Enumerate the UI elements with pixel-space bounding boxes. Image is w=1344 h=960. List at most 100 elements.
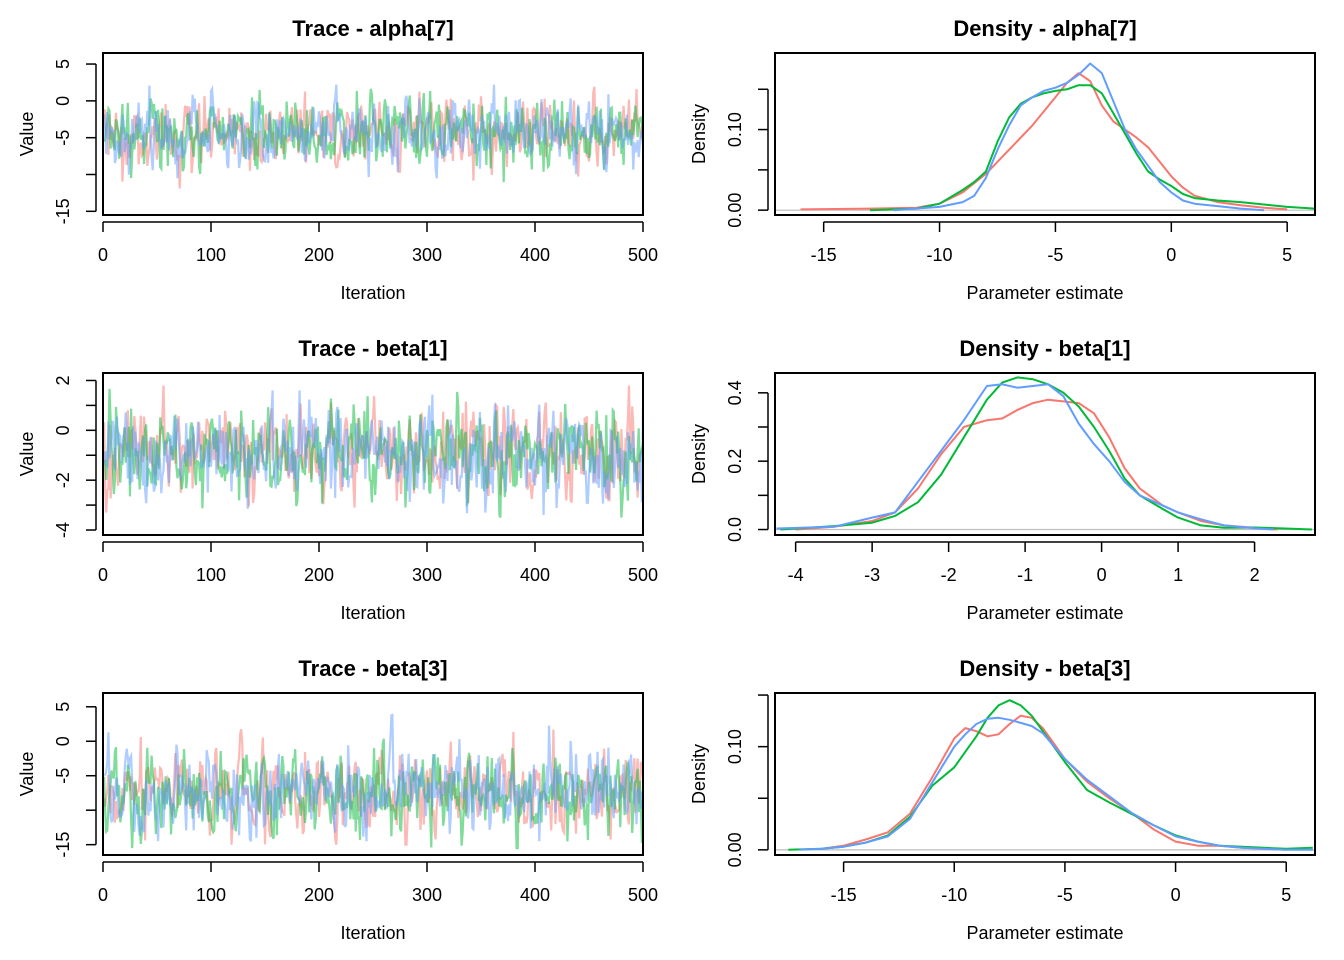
x-axis: -15 -10 -5 0 5 (811, 221, 1292, 265)
plot-frame (102, 372, 644, 536)
x-tick-label: -10 (927, 245, 953, 265)
x-axis-label: Parameter estimate (966, 923, 1123, 943)
x-tick-label: 300 (412, 885, 442, 905)
plot-frame (774, 372, 1316, 536)
x-tick-label: -4 (788, 565, 804, 585)
x-tick-label: 100 (196, 885, 226, 905)
panel-trace-beta1: Trace - beta[1] 0 100 200 300 400 500 Iteration… (17, 336, 658, 623)
x-tick-label: 200 (304, 565, 334, 585)
panel-density-alpha7: Density - alpha[7] -15 -10 -5 0 5 Parameter es… (689, 16, 1316, 303)
panel-title: Density - beta[3] (959, 656, 1130, 681)
y-axis: 5 0 -5 -15 (53, 702, 97, 858)
x-tick-label: 0 (98, 885, 108, 905)
x-axis-label: Iteration (340, 283, 405, 303)
x-tick-label: 100 (196, 565, 226, 585)
density-line-chain-2 (869, 84, 1315, 212)
y-tick-label: 5 (53, 702, 73, 712)
panel-trace-beta3: Trace - beta[3] 0 100 200 300 400 500 Iteration… (17, 656, 658, 943)
plot-frame (102, 52, 644, 216)
y-tick-label: 2 (53, 375, 73, 385)
x-axis: 0 100 200 300 400 500 (98, 541, 658, 585)
y-tick-label: 0 (53, 425, 73, 435)
panel-title: Trace - alpha[7] (292, 16, 453, 41)
plot-frame (102, 692, 644, 856)
x-tick-label: 1 (1173, 565, 1183, 585)
x-tick-label: 5 (1282, 245, 1292, 265)
y-tick-label: 0.00 (725, 832, 745, 867)
x-tick-label: 400 (520, 565, 550, 585)
x-tick-label: 100 (196, 245, 226, 265)
x-tick-label: 400 (520, 245, 550, 265)
x-axis: 0 100 200 300 400 500 (98, 221, 658, 265)
x-axis-label: Parameter estimate (966, 603, 1123, 623)
x-tick-label: -15 (811, 245, 837, 265)
plot-area (775, 699, 1315, 851)
x-tick-label: 0 (1166, 245, 1176, 265)
y-axis: 5 0 -5 -15 (53, 59, 97, 224)
x-axis: -4 -3 -2 -1 0 1 2 (788, 541, 1260, 585)
y-axis-label: Density (689, 744, 709, 804)
y-tick-label: -2 (53, 472, 73, 488)
x-tick-label: 400 (520, 885, 550, 905)
density-line-chain-3 (776, 383, 1274, 531)
y-tick-label: 0.00 (725, 193, 745, 228)
y-axis: 2 0 -2 -4 (53, 375, 97, 538)
y-tick-label: -15 (53, 832, 73, 858)
plot-area (775, 62, 1315, 212)
x-tick-label: 0 (98, 565, 108, 585)
panels-layer: Trace - alpha[7]0 100 200 300 400 500Iteratio… (17, 16, 1316, 943)
density-line-chain-1 (821, 714, 1287, 851)
x-axis-label: Iteration (340, 923, 405, 943)
trace-line-chain-2 (103, 738, 643, 850)
density-line-chain-2 (780, 376, 1312, 531)
y-tick-label: -4 (53, 522, 73, 538)
x-tick-label: 5 (1281, 885, 1291, 905)
density-line-chain-1 (800, 72, 1288, 211)
y-tick-label: -5 (53, 130, 73, 146)
plot-frame (774, 692, 1316, 856)
x-tick-label: 300 (412, 245, 442, 265)
y-tick-label: 0.2 (725, 449, 745, 474)
y-tick-label: 0.10 (725, 729, 745, 764)
x-tick-label: -2 (941, 565, 957, 585)
x-tick-label: -10 (941, 885, 967, 905)
y-axis-label: Value (17, 752, 37, 797)
x-tick-label: 0 (98, 245, 108, 265)
x-tick-label: 500 (628, 245, 658, 265)
x-tick-label: -15 (831, 885, 857, 905)
panel-density-beta3: Density - beta[3] -15 -10 -5 0 5 Parameter est… (689, 656, 1316, 943)
x-axis-label: Parameter estimate (966, 283, 1123, 303)
panel-density-beta1: Density - beta[1] -4 -3 -2 -1 0 1 2 Parameter es… (689, 336, 1316, 623)
y-axis-label: Value (17, 112, 37, 157)
plot-area (103, 713, 643, 850)
x-tick-label: -1 (1017, 565, 1033, 585)
panel-trace-alpha7: Trace - alpha[7] 0 100 200 300 400 500 Iteratio… (17, 16, 658, 303)
panel-title: Density - beta[1] (959, 336, 1130, 361)
panel-title: Trace - beta[1] (298, 336, 447, 361)
y-axis: 0.00 0.10 (725, 88, 769, 228)
y-tick-label: 0 (53, 96, 73, 106)
x-tick-label: -3 (864, 565, 880, 585)
trace-line-chain-3 (103, 390, 643, 516)
x-tick-label: 2 (1250, 565, 1260, 585)
y-axis: 0.0 0.2 0.4 (725, 380, 769, 542)
panel-title: Density - alpha[7] (953, 16, 1136, 41)
y-tick-label: 0 (53, 736, 73, 746)
density-line-chain-3 (799, 716, 1313, 851)
x-tick-label: 200 (304, 245, 334, 265)
y-tick-label: 5 (53, 59, 73, 69)
y-tick-label: -5 (53, 768, 73, 784)
y-axis-label: Density (689, 104, 709, 164)
trace-line-chain-3 (103, 713, 643, 842)
plot-frame (774, 52, 1316, 216)
density-line-chain-3 (893, 62, 1265, 212)
trace-line-chain-3 (103, 84, 643, 179)
y-tick-label: 0.10 (725, 112, 745, 147)
x-tick-label: 0 (1171, 885, 1181, 905)
x-axis-label: Iteration (340, 603, 405, 623)
x-axis: 0 100 200 300 400 500 (98, 861, 658, 905)
x-tick-label: 500 (628, 565, 658, 585)
x-tick-label: 0 (1097, 565, 1107, 585)
y-tick-label: 0.4 (725, 380, 745, 405)
